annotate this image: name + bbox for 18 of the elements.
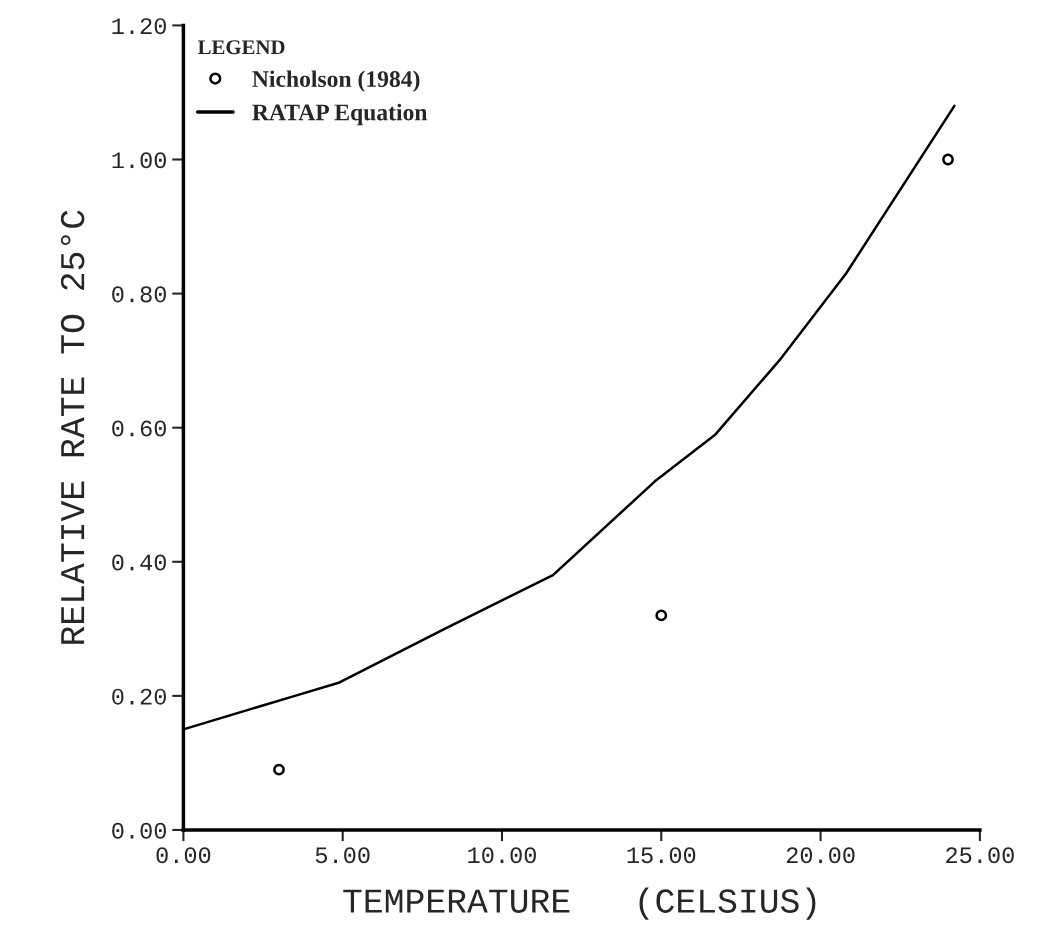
x-tick-label: 0.00 <box>156 847 211 864</box>
x-tick-label: 25.00 <box>946 847 1014 864</box>
legend-label: RATAP Equation <box>252 103 428 126</box>
x-tick-label: 5.00 <box>315 847 370 864</box>
y-axis-title: RELATIVE RATE TO 25°C <box>60 210 85 644</box>
y-tick-label: 1.20 <box>112 18 166 35</box>
y-tick-label: 0.60 <box>112 420 166 437</box>
y-tick-label: 1.00 <box>112 152 166 169</box>
legend-title: LEGEND <box>197 40 285 55</box>
y-tick-label: 0.00 <box>112 822 166 839</box>
x-tick-label: 15.00 <box>627 847 696 864</box>
x-tick-label: 10.00 <box>468 847 536 864</box>
legend-label: Nicholson (1984) <box>252 70 420 92</box>
y-tick-label: 0.80 <box>112 286 166 303</box>
y-tick-label: 0.40 <box>112 554 166 571</box>
x-axis-title: TEMPERATURE (CELSIUS) <box>343 887 816 920</box>
x-tick-label: 20.00 <box>786 847 855 864</box>
y-tick-label: 0.20 <box>112 688 166 705</box>
